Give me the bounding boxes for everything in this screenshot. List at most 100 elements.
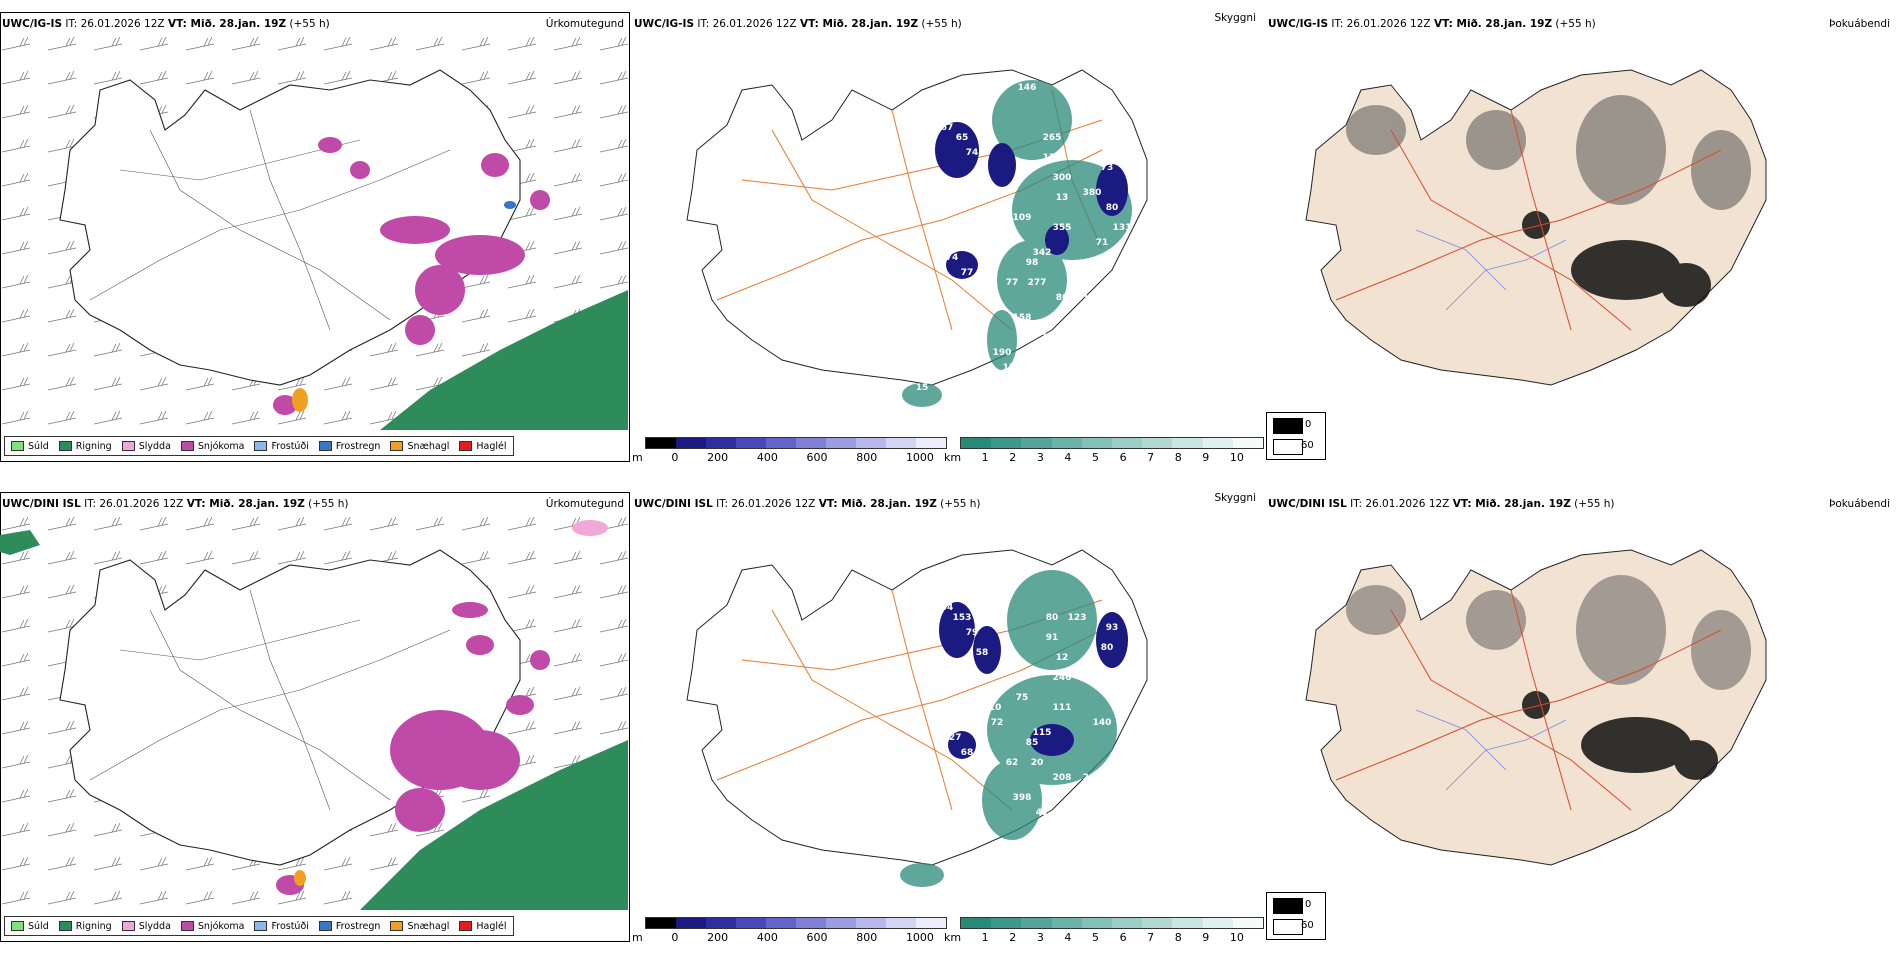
- visibility-value-label: 10: [721, 563, 734, 573]
- lead-time: (+55 h): [1574, 498, 1615, 510]
- visibility-value-label: 16: [966, 763, 979, 773]
- snow-areas: [276, 602, 550, 895]
- visibility-value-label: 246: [1053, 673, 1072, 683]
- colorbar-segment: [796, 438, 826, 448]
- precip-type-legend: Súld Rigning Slydda Snjókoma Frostúði Fr…: [4, 436, 514, 456]
- rain-area-nw: [0, 530, 40, 555]
- colorbar-segment: [1112, 438, 1143, 448]
- valid-time: VT: Mið. 28.jan. 19Z: [799, 18, 919, 30]
- visibility-value-label: 95: [971, 583, 984, 593]
- colorbar-segment: [1081, 438, 1113, 448]
- colorbar-tick: 5: [1091, 451, 1099, 464]
- colorbar-segment: [1021, 438, 1052, 448]
- colorbar-tick: 800: [856, 451, 878, 464]
- visibility-value-label: 13: [1056, 193, 1069, 203]
- colorbar-tick: 7: [1147, 931, 1155, 944]
- fog-panel: UWC/IG-IS IT: 26.01.2026 12Z VT: Mið. 28…: [1266, 12, 1900, 482]
- fog-legend-high: 60: [1301, 920, 1314, 931]
- legend-item: Snæhagl: [390, 441, 449, 452]
- colorbar-tick: 1000: [905, 931, 934, 944]
- forecast-row-dini: UWC/DINI ISL IT: 26.01.2026 12Z VT: Mið.…: [0, 492, 1900, 962]
- colorbar-tick: 200: [707, 931, 729, 944]
- visibility-value-label: 11: [721, 83, 734, 93]
- rivers: [1415, 229, 1567, 311]
- colorbar-segment: [916, 918, 946, 928]
- colorbar-segment: [766, 918, 796, 928]
- colorbar-tick: 4: [1064, 451, 1072, 464]
- fog-legend-high: 60: [1301, 440, 1314, 451]
- colorbar-tick: 2: [1009, 451, 1017, 464]
- colorbar-segment: [961, 438, 992, 448]
- visibility-value-label: 109: [1068, 133, 1087, 143]
- colorbar-segment: [1051, 438, 1082, 448]
- colorbar: [645, 437, 947, 449]
- colorbar-segment: [1142, 438, 1173, 448]
- colorbar-segment: [766, 438, 796, 448]
- visibility-value-label: 111: [1053, 703, 1072, 713]
- legend-item: Snjókoma: [180, 921, 244, 932]
- colorbar-segment: [796, 918, 826, 928]
- colorbar-segment: [1232, 438, 1264, 448]
- panel-title: Úrkomutegund: [545, 18, 624, 30]
- colorbar-segment: [886, 438, 916, 448]
- panel-header: UWC/DINI ISL IT: 26.01.2026 12Z VT: Mið.…: [2, 498, 349, 510]
- colorbar-tick: 600: [806, 451, 828, 464]
- colorbar-tick: 1: [981, 931, 989, 944]
- panel-title: Þokuábendi: [1829, 498, 1890, 510]
- fog-legend-low: 0: [1305, 419, 1312, 430]
- visibility-value-label: 140: [1093, 718, 1112, 728]
- iceland-outline: [59, 69, 521, 386]
- colorbar-tick: 9: [1202, 451, 1210, 464]
- precip-type-legend: Súld Rigning Slydda Snjókoma Frostúði Fr…: [4, 916, 514, 936]
- visibility-value-label: 327: [943, 733, 962, 743]
- colorbar-tick: 1: [981, 451, 989, 464]
- visibility-value-label: 99: [976, 168, 989, 178]
- rain-area: [380, 290, 628, 430]
- colorbar-unit: m: [632, 451, 643, 464]
- lead-time: (+55 h): [308, 498, 349, 510]
- valid-time: VT: Mið. 28.jan. 19Z: [1433, 18, 1553, 30]
- colorbar-segment: [916, 438, 946, 448]
- colorbar-tick: 7: [1147, 451, 1155, 464]
- model-label: UWC/DINI ISL: [1268, 498, 1347, 510]
- model-label: UWC/DINI ISL: [634, 498, 713, 510]
- iceland-outline: [59, 549, 521, 866]
- visibility-value-label: 342: [1033, 248, 1052, 258]
- colorbar-segment: [736, 918, 766, 928]
- colorbar-segment: [1051, 918, 1082, 928]
- colorbar-segment: [1021, 918, 1052, 928]
- visibility-value-label: 93: [1096, 313, 1109, 323]
- colorbar-tick: 10: [1229, 451, 1244, 464]
- legend-item: Rigning: [58, 921, 112, 932]
- visibility-value-label: 210: [983, 703, 1002, 713]
- colorbar-tick: 6: [1119, 451, 1127, 464]
- fog-map: [1305, 69, 1767, 386]
- panel-title: Úrkomutegund: [545, 498, 624, 510]
- colorbar: [960, 917, 1264, 929]
- init-time: IT: 26.01.2026 12Z: [65, 18, 165, 30]
- visibility-value-label: 104: [963, 283, 982, 293]
- colorbar-segment: [706, 918, 736, 928]
- visibility-value-label: 65: [956, 133, 969, 143]
- visibility-value-label: 91: [1046, 633, 1059, 643]
- freezing-rain-area: [504, 201, 516, 209]
- colorbar-unit: km: [944, 451, 962, 464]
- panel-title: Skyggni: [1214, 492, 1257, 504]
- visibility-value-label: 74: [966, 148, 979, 158]
- valid-time: VT: Mið. 28.jan. 19Z: [1452, 498, 1571, 510]
- visibility-value-label: 71: [1096, 238, 1109, 248]
- visibility-value-label: 15: [916, 383, 929, 393]
- visibility-value-label: 73: [1101, 163, 1114, 173]
- low-visibility-m: [939, 602, 1128, 759]
- colorbar-segment: [736, 438, 766, 448]
- precip-type-panel: UWC/IG-IS IT: 26.01.2026 12Z VT: Mið. 28…: [0, 12, 630, 482]
- valid-time: VT: Mið. 28.jan. 19Z: [167, 18, 287, 30]
- panel-header: UWC/IG-IS IT: 26.01.2026 12Z VT: Mið. 28…: [634, 18, 962, 30]
- road-network: [89, 589, 451, 811]
- init-time: IT: 26.01.2026 12Z: [84, 498, 184, 510]
- legend-item: Slydda: [121, 441, 171, 452]
- init-time: IT: 26.01.2026 12Z: [1350, 498, 1450, 510]
- visibility-value-label: 74: [946, 253, 959, 263]
- fog-panel: UWC/DINI ISL IT: 26.01.2026 12Z VT: Mið.…: [1266, 492, 1900, 962]
- colorbar-segment: [1172, 438, 1203, 448]
